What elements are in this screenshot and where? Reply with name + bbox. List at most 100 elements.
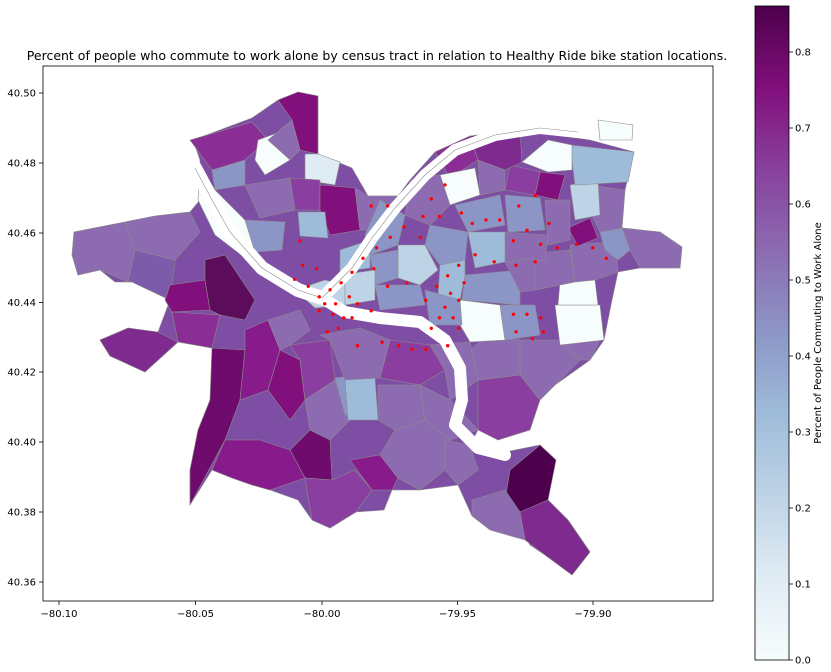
axes-frame xyxy=(42,65,714,602)
station-marker xyxy=(380,340,384,344)
colorbar-tick-label: 0.2 xyxy=(795,504,811,515)
tract xyxy=(99,327,179,373)
tract xyxy=(204,254,256,321)
x-tick-label: −79.90 xyxy=(574,609,611,620)
tract xyxy=(374,284,426,311)
station-marker xyxy=(555,246,559,250)
y-tick-label: 40.44 xyxy=(7,298,36,309)
station-marker xyxy=(435,284,439,288)
tract xyxy=(304,153,341,186)
station-marker xyxy=(446,274,450,278)
tract xyxy=(289,177,321,211)
station-marker xyxy=(350,316,354,320)
station-marker xyxy=(539,316,543,320)
tract xyxy=(554,304,605,346)
y-tick-label: 40.36 xyxy=(7,578,36,589)
tract xyxy=(519,499,591,576)
tract xyxy=(521,139,573,173)
colorbar-tick-label: 0.1 xyxy=(795,580,811,591)
station-marker xyxy=(369,204,373,208)
colorbar-ticks: 0.0 0.1 0.2 0.3 0.4 0.5 0.6 0.7 0.8 xyxy=(789,48,811,667)
station-marker xyxy=(541,330,546,334)
tract xyxy=(567,217,599,247)
station-marker xyxy=(405,281,409,285)
station-marker xyxy=(418,235,423,239)
x-tick-label: −79.95 xyxy=(439,609,476,620)
station-marker xyxy=(574,242,578,246)
tract xyxy=(569,144,635,186)
station-marker xyxy=(429,326,433,330)
station-marker xyxy=(525,312,529,316)
station-marker xyxy=(451,316,455,320)
x-tick-label: −80.05 xyxy=(177,609,214,620)
station-marker xyxy=(298,239,302,243)
y-tick-label: 40.46 xyxy=(7,229,36,240)
station-marker xyxy=(331,312,335,316)
colorbar-tick-label: 0.7 xyxy=(795,124,811,135)
tract xyxy=(469,334,521,381)
colorbar-tick-label: 0.5 xyxy=(795,276,811,287)
station-marker xyxy=(336,326,340,330)
tract xyxy=(504,194,546,233)
station-marker xyxy=(443,305,447,309)
station-marker xyxy=(484,218,488,222)
station-marker xyxy=(533,260,537,264)
tract xyxy=(267,309,311,351)
station-marker xyxy=(530,337,535,341)
station-marker xyxy=(511,239,516,243)
station-marker xyxy=(314,267,319,271)
station-marker xyxy=(525,228,529,232)
rivers-layer xyxy=(188,122,584,461)
station-marker xyxy=(424,347,428,351)
station-marker xyxy=(470,221,474,226)
station-marker xyxy=(292,277,297,281)
tract xyxy=(304,379,351,441)
station-marker xyxy=(402,225,406,229)
tract xyxy=(569,179,601,221)
station-marker xyxy=(306,284,310,288)
station-marker xyxy=(429,197,433,201)
tract xyxy=(344,377,379,421)
station-marker xyxy=(355,344,360,348)
tract xyxy=(477,159,506,196)
colorbar: 0.0 0.1 0.2 0.3 0.4 0.5 0.6 0.7 0.8 Perc… xyxy=(754,5,824,667)
tract xyxy=(211,439,306,491)
tract xyxy=(504,257,536,293)
tract xyxy=(461,269,521,306)
tract xyxy=(597,119,634,141)
map-title: Percent of people who commute to work al… xyxy=(27,48,727,63)
station-marker xyxy=(424,298,428,302)
station-marker xyxy=(301,263,305,267)
tract xyxy=(544,199,571,246)
tract xyxy=(319,184,361,236)
y-axis: 40.50 40.48 40.46 40.44 40.42 40.40 40.3… xyxy=(7,89,43,589)
tract xyxy=(437,259,466,301)
station-marker xyxy=(372,267,376,271)
station-marker xyxy=(396,344,401,348)
station-marker xyxy=(388,235,392,239)
colorbar-tick-label: 0.6 xyxy=(795,200,811,211)
station-marker xyxy=(473,253,477,257)
station-marker xyxy=(347,295,351,299)
station-marker xyxy=(361,256,365,260)
station-marker xyxy=(517,204,521,208)
y-tick-label: 40.50 xyxy=(7,89,36,100)
station-marker xyxy=(342,316,346,320)
station-marker xyxy=(448,291,453,295)
colorbar-frame xyxy=(754,5,790,661)
tract xyxy=(127,249,176,301)
station-marker xyxy=(492,260,496,264)
station-marker xyxy=(604,256,608,260)
station-marker xyxy=(443,183,447,187)
station-marker xyxy=(514,263,518,267)
y-tick-label: 40.38 xyxy=(7,508,36,519)
x-axis: −80.10 −80.05 −80.00 −79.95 −79.90 xyxy=(40,601,612,620)
station-markers xyxy=(292,183,608,351)
colorbar-tick-label: 0.0 xyxy=(795,656,811,667)
station-marker xyxy=(339,281,343,285)
station-marker xyxy=(539,242,543,246)
tract xyxy=(499,304,541,341)
x-tick-label: −80.00 xyxy=(303,609,340,620)
tract xyxy=(267,119,301,161)
